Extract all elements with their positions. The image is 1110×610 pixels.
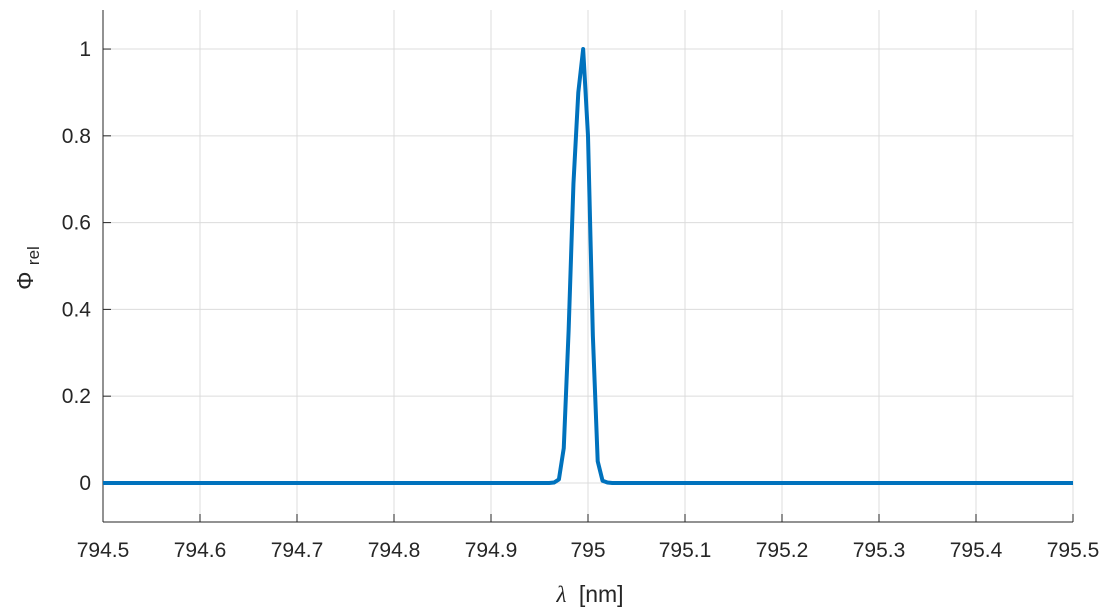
grid (102, 10, 1074, 522)
x-tick-label: 794.6 (174, 539, 227, 562)
y-tick-label: 0 (79, 472, 91, 495)
y-axis-label: Φ rel (12, 246, 43, 290)
y-tick-label: 0.2 (62, 385, 91, 408)
x-tick-label: 795.3 (853, 539, 906, 562)
y-tick-label: 0.4 (62, 298, 92, 321)
x-axis-label-symbol: λ (555, 582, 566, 607)
x-tick-label: 795 (570, 539, 605, 562)
x-tick-label: 795.1 (659, 539, 712, 562)
x-tick-label: 794.8 (368, 539, 421, 562)
series-group (103, 47, 1073, 485)
x-tick-label: 795.4 (950, 539, 1003, 562)
y-axis-label-symbol: Φ (12, 271, 38, 289)
x-tick-label: 794.7 (271, 539, 324, 562)
series-line (103, 47, 1073, 485)
x-tick-label: 795.2 (756, 539, 809, 562)
x-tick-label: 794.9 (465, 539, 518, 562)
y-axis-label-subscript: rel (24, 246, 43, 265)
x-tick-label: 795.5 (1047, 539, 1100, 562)
y-tick-labels: 0 0.2 0.4 0.6 0.8 1 (62, 38, 92, 495)
x-tick-label: 794.5 (77, 539, 130, 562)
y-tick-label: 0.6 (62, 212, 91, 235)
x-axis-label-unit: [nm] (579, 581, 624, 607)
y-tick-label: 1 (79, 38, 91, 61)
x-tick-labels: 794.5 794.6 794.7 794.8 794.9 795 795.1 795.2 79… (77, 539, 1100, 562)
x-axis-label: λ [nm] (555, 581, 623, 607)
y-tick-label: 0.8 (62, 125, 91, 148)
